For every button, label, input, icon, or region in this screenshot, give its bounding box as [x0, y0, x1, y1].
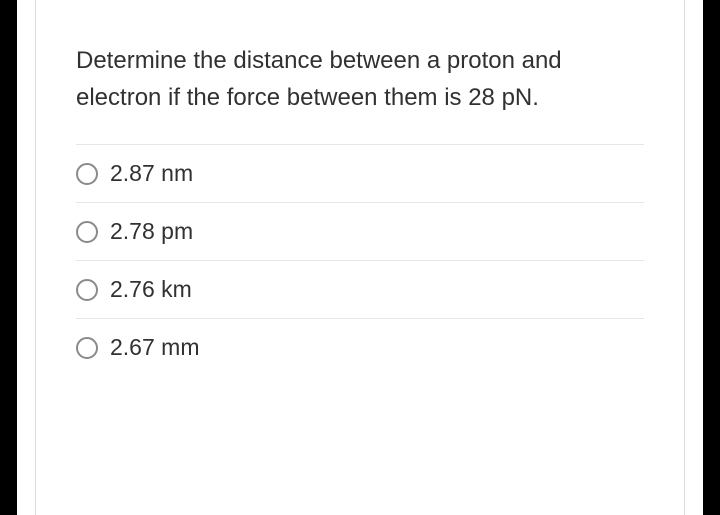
option-row[interactable]: 2.87 nm — [76, 144, 644, 202]
frame: Determine the distance between a proton … — [17, 0, 703, 515]
option-row[interactable]: 2.67 mm — [76, 318, 644, 376]
question-card: Determine the distance between a proton … — [35, 0, 685, 515]
option-row[interactable]: 2.78 pm — [76, 202, 644, 260]
option-label: 2.87 nm — [110, 160, 193, 187]
option-label: 2.78 pm — [110, 218, 193, 245]
options-list: 2.87 nm 2.78 pm 2.76 km 2.67 mm — [76, 144, 644, 376]
option-label: 2.76 km — [110, 276, 192, 303]
radio-icon[interactable] — [76, 337, 98, 359]
radio-icon[interactable] — [76, 163, 98, 185]
radio-icon[interactable] — [76, 221, 98, 243]
option-label: 2.67 mm — [110, 334, 199, 361]
question-text: Determine the distance between a proton … — [76, 42, 644, 116]
radio-icon[interactable] — [76, 279, 98, 301]
option-row[interactable]: 2.76 km — [76, 260, 644, 318]
